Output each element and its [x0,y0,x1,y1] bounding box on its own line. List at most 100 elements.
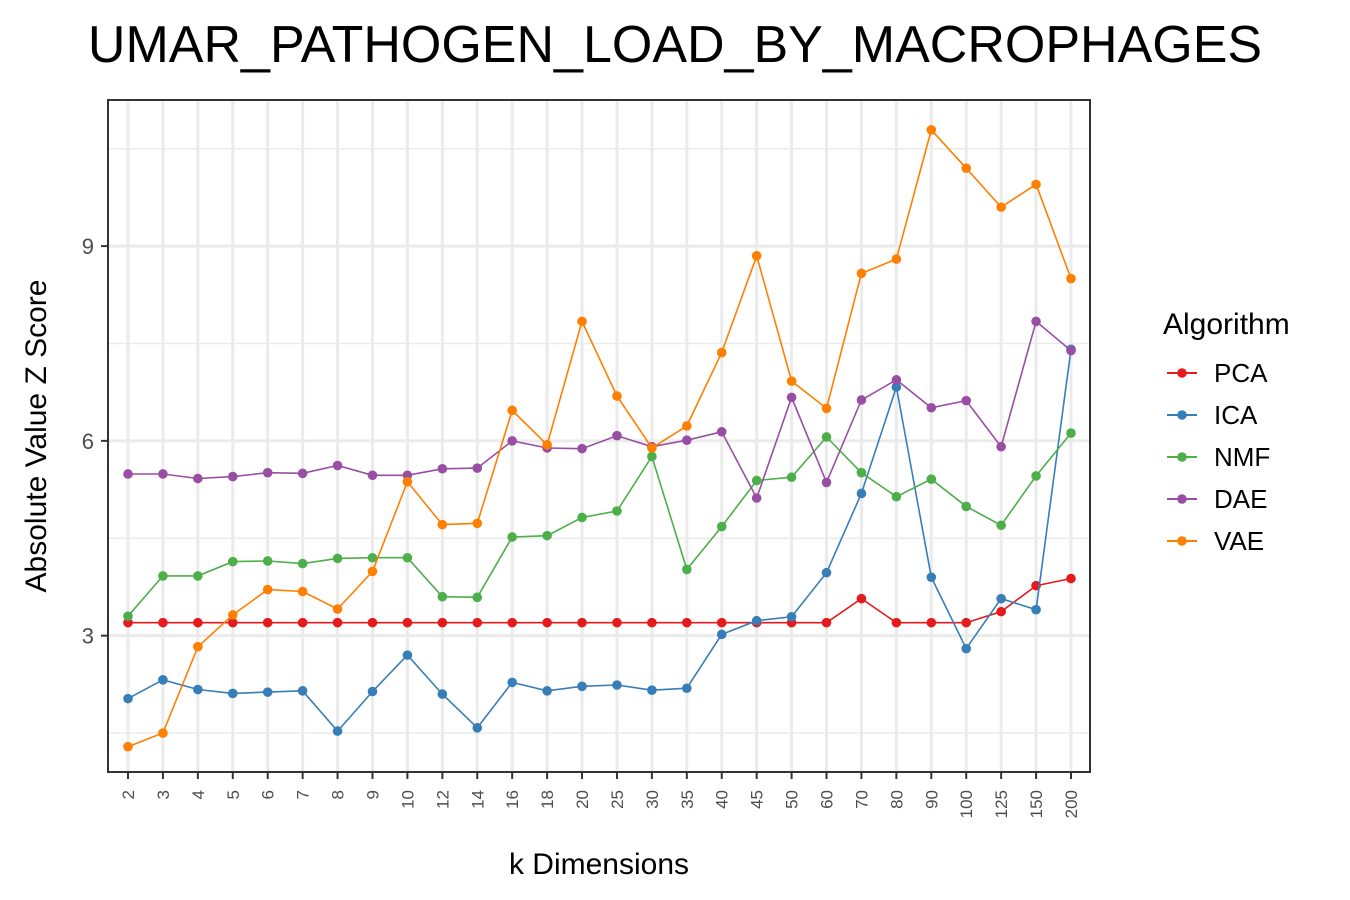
grid [108,100,1090,772]
point-ica [297,686,308,696]
point-nmf [612,506,622,516]
point-pca [542,617,552,628]
point-dae [612,430,622,441]
x-tick-label: 35 [678,790,697,809]
point-pca [891,617,902,628]
x-tick-label: 40 [713,790,732,809]
point-dae [577,443,587,454]
x-tick-label: 6 [259,790,278,799]
legend-key-point-pca [1177,368,1187,378]
point-ica [716,629,727,640]
point-vae [926,125,937,135]
point-nmf [507,532,517,542]
legend-label-pca: PCA [1214,358,1268,388]
point-dae [367,470,378,481]
x-tick-label: 30 [643,790,662,809]
point-vae [577,316,587,327]
point-ica [437,689,448,699]
point-pca [856,593,867,604]
point-ica [786,612,797,622]
point-ica [996,593,1006,604]
point-nmf [751,475,762,486]
point-ica [158,675,168,685]
point-nmf [786,472,797,483]
point-nmf [996,520,1006,531]
point-vae [542,439,552,450]
legend-label-ica: ICA [1214,400,1258,430]
point-nmf [262,556,273,566]
point-pca [297,617,308,628]
point-nmf [193,571,203,581]
legend-key-point-dae [1177,494,1187,504]
point-nmf [577,512,587,523]
point-ica [332,726,343,736]
point-nmf [367,552,378,563]
point-ica [262,687,273,697]
point-ica [472,723,483,733]
point-dae [123,469,133,479]
point-pca [647,617,657,628]
series-layer [123,125,1076,752]
point-dae [193,473,203,484]
point-vae [612,391,622,401]
point-nmf [961,501,972,512]
point-nmf [297,558,308,569]
point-ica [961,643,972,654]
x-tick-label: 150 [1027,790,1046,818]
point-pca [472,617,483,628]
x-tick-label: 20 [573,790,592,809]
point-dae [996,441,1006,452]
point-nmf [437,591,448,602]
legend-label-nmf: NMF [1214,442,1270,472]
point-nmf [891,491,902,502]
point-ica [367,686,378,697]
point-vae [821,403,832,414]
point-dae [227,471,238,482]
chart-title: UMAR_PATHOGEN_LOAD_BY_MACROPHAGES [88,16,1262,74]
point-nmf [716,521,727,532]
x-tick-label: 200 [1062,790,1081,818]
point-nmf [926,474,937,484]
point-vae [682,421,692,431]
point-ica [542,686,552,696]
x-tick-label: 25 [608,790,627,809]
point-pca [158,617,168,628]
point-pca [193,617,203,628]
point-vae [1031,179,1041,190]
point-ica [856,488,867,499]
x-tick-label: 3 [154,790,173,799]
point-ica [507,677,517,688]
legend-key-point-nmf [1177,452,1187,462]
legend-key-point-ica [1177,410,1187,420]
point-pca [996,606,1006,617]
y-tick-label: 3 [82,624,94,649]
x-tick-label: 8 [329,790,348,799]
point-ica [123,693,133,704]
series-line-ica [127,349,1072,733]
point-dae [472,463,483,473]
point-nmf [821,432,832,442]
point-nmf [123,611,133,621]
point-nmf [1031,471,1041,481]
point-dae [297,468,308,479]
x-tick-label: 100 [957,790,976,818]
series-line-pca [128,577,1072,624]
point-pca [682,617,692,628]
point-ica [577,681,587,692]
point-vae [158,728,168,738]
point-vae [856,268,867,279]
point-vae [1066,273,1076,284]
point-dae [891,375,902,385]
point-vae [332,604,343,614]
point-ica [1031,604,1041,615]
point-dae [1066,345,1076,356]
point-pca [961,617,972,628]
point-pca [1066,573,1076,584]
point-dae [856,395,867,405]
point-dae [1031,316,1041,327]
x-tick-label: 18 [538,790,557,809]
x-tick-label: 90 [922,790,941,809]
point-ica [926,572,937,583]
